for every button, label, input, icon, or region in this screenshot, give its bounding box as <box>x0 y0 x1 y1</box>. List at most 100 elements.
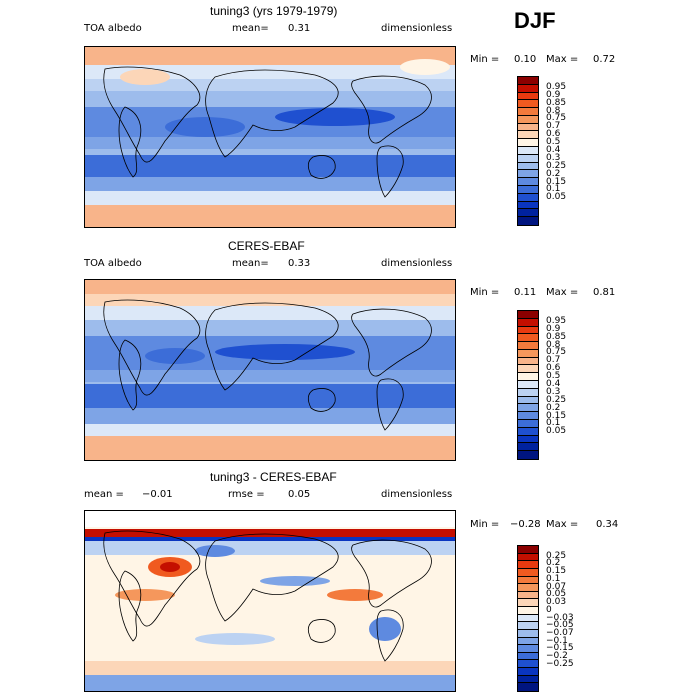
map-field <box>84 279 456 461</box>
colorbar-tick-label: 0.7 <box>546 355 561 366</box>
panel-title: CERES-EBAF <box>228 239 305 253</box>
colorbar-swatch <box>518 108 538 116</box>
colorbar-tick-label: 0.25 <box>546 550 567 561</box>
panel-title: tuning3 (yrs 1979-1979) <box>210 4 338 18</box>
colorbar-swatch <box>518 185 538 194</box>
colorbar-tick-label: 0.05 <box>546 426 567 437</box>
colorbar-swatch <box>518 162 538 171</box>
colorbar-swatch <box>518 584 538 592</box>
colorbar-tick-label: 0.8 <box>546 339 561 350</box>
colorbar-tick-label: 0.75 <box>546 347 567 358</box>
colorbar-tick-label: 0.8 <box>546 105 561 116</box>
colorbar-swatch <box>518 637 538 646</box>
colorbar-swatch <box>518 607 538 615</box>
colorbar-swatch <box>518 217 538 225</box>
units-label: dimensionless <box>381 489 453 500</box>
colorbar-tick-label: 0.85 <box>546 97 567 108</box>
colorbar-tick-label: 0.25 <box>546 160 567 171</box>
colorbar-tick-label: 0.1 <box>546 573 561 584</box>
colorbar-swatch <box>518 373 538 382</box>
colorbar-tick-label: 0.85 <box>546 331 567 342</box>
colorbar <box>517 310 539 460</box>
colorbar-swatch <box>518 591 538 600</box>
colorbar-swatch <box>518 614 538 623</box>
colorbar-tick-label: −0.03 <box>546 612 574 623</box>
min-label: Min = <box>470 54 500 65</box>
colorbar-swatch <box>518 342 538 350</box>
colorbar-tick-label: −0.2 <box>546 651 568 662</box>
colorbar-swatch <box>518 629 538 638</box>
colorbar-swatch <box>518 84 538 93</box>
colorbar-tick-label: 0 <box>546 604 552 615</box>
colorbar-swatch <box>518 209 538 218</box>
min-value: 0.11 <box>514 287 537 298</box>
map-plot <box>85 47 455 227</box>
mean-value: 0.33 <box>288 258 311 269</box>
colorbar-swatch <box>518 419 538 428</box>
map-field <box>84 46 456 228</box>
min-label: Min = <box>470 287 500 298</box>
colorbar-swatch <box>518 553 538 562</box>
min-value: −0.28 <box>510 519 541 530</box>
min-label: Min = <box>470 519 500 530</box>
map-plot <box>85 280 455 460</box>
colorbar-tick-label: 0.9 <box>546 323 561 334</box>
colorbar <box>517 76 539 226</box>
colorbar-tick-label: 0.15 <box>546 566 567 577</box>
colorbar-swatch <box>518 645 538 653</box>
colorbar-swatch <box>518 147 538 155</box>
colorbar-tick-label: 0.07 <box>546 581 567 592</box>
colorbar-tick-label: 0.1 <box>546 418 561 429</box>
colorbar-swatch <box>518 568 538 577</box>
colorbar-swatch <box>518 435 538 444</box>
max-label: Max = <box>546 519 579 530</box>
colorbar-swatch <box>518 652 538 661</box>
colorbar-tick-label: 0.3 <box>546 152 561 163</box>
colorbar-swatch <box>518 131 538 140</box>
colorbar-tick-label: 0.9 <box>546 89 561 100</box>
colorbar-swatch <box>518 381 538 389</box>
map-plot <box>85 511 455 691</box>
colorbar-swatch <box>518 178 538 186</box>
colorbar-tick-label: −0.05 <box>546 620 574 631</box>
mean-label: mean= <box>232 258 269 269</box>
colorbar-swatch <box>518 546 538 554</box>
colorbar-swatch <box>518 404 538 413</box>
colorbar-tick-label: 0.95 <box>546 81 567 92</box>
colorbar-swatch <box>518 443 538 452</box>
colorbar-tick-label: 0.05 <box>546 192 567 203</box>
colorbar-tick-label: 0.2 <box>546 168 561 179</box>
panel-title: tuning3 - CERES-EBAF <box>210 470 337 484</box>
colorbar-swatch <box>518 326 538 335</box>
colorbar-tick-label: 0.6 <box>546 129 561 140</box>
max-value: 0.72 <box>593 54 616 65</box>
colorbar-swatch <box>518 412 538 420</box>
colorbar-swatch <box>518 115 538 124</box>
diff-mean-value: −0.01 <box>142 489 173 500</box>
colorbar-tick-label: 0.05 <box>546 589 567 600</box>
units-label: dimensionless <box>381 23 453 34</box>
variable-label: TOA albedo <box>84 23 142 34</box>
colorbar-swatch <box>518 365 538 374</box>
mean-value: 0.31 <box>288 23 311 34</box>
colorbar-tick-label: 0.95 <box>546 315 567 326</box>
colorbar-swatch <box>518 139 538 148</box>
max-label: Max = <box>546 54 579 65</box>
colorbar-tick-label: −0.07 <box>546 627 574 638</box>
colorbar-swatch <box>518 427 538 436</box>
colorbar-tick-label: 0.03 <box>546 597 567 608</box>
rmse-label: rmse = <box>228 489 265 500</box>
colorbar-swatch <box>518 396 538 405</box>
colorbar-swatch <box>518 683 538 691</box>
map-field <box>84 510 456 692</box>
colorbar-swatch <box>518 675 538 684</box>
variable-label: TOA albedo <box>84 258 142 269</box>
colorbar-tick-label: 0.25 <box>546 394 567 405</box>
colorbar-tick-label: −0.15 <box>546 643 574 654</box>
colorbar-swatch <box>518 668 538 676</box>
colorbar-tick-label: 0.1 <box>546 184 561 195</box>
colorbar-tick-label: 0.15 <box>546 176 567 187</box>
diff-mean-label: mean = <box>84 489 124 500</box>
colorbar-swatch <box>518 193 538 202</box>
colorbar-swatch <box>518 318 538 327</box>
